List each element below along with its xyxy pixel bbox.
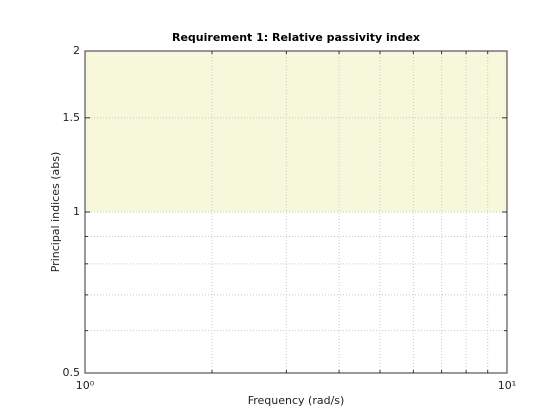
y-tick-label: 1.5: [63, 111, 81, 124]
x-tick-label: 10¹: [498, 379, 516, 392]
x-axis-label: Frequency (rad/s): [248, 394, 345, 407]
x-tick-label: 10⁰: [76, 379, 95, 392]
y-tick-label: 2: [73, 44, 80, 57]
y-tick-label: 1: [73, 205, 80, 218]
requirement-region: [85, 51, 507, 212]
y-axis-label: Principal indices (abs): [49, 152, 62, 273]
chart-title: Requirement 1: Relative passivity index: [172, 31, 420, 44]
y-tick-label: 0.5: [63, 366, 81, 379]
